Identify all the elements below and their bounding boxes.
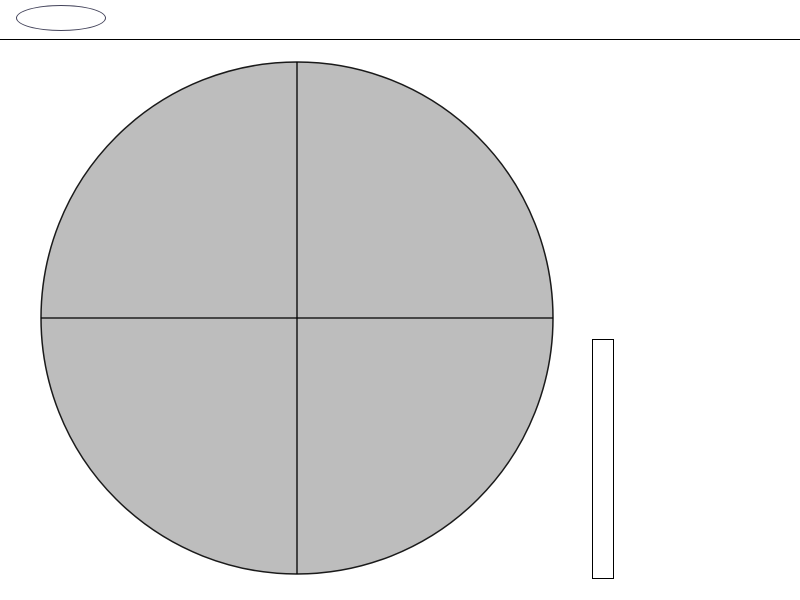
negative-legend xyxy=(646,514,680,556)
positive-legend xyxy=(649,394,683,436)
lowell-logo xyxy=(16,5,106,31)
header-divider xyxy=(0,39,800,40)
colorbar-gradient xyxy=(592,339,614,579)
skymap-svg xyxy=(40,61,554,575)
